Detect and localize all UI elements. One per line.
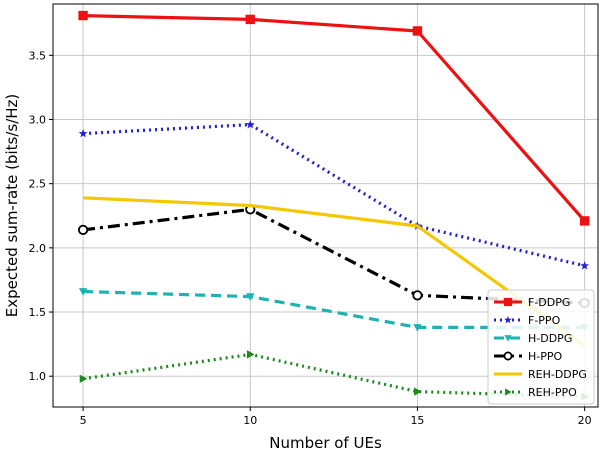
series-reh-ddpg [83,196,586,347]
x-tick-label: 20 [578,414,592,427]
legend-label: REH-DDPG [528,368,587,381]
axis-ticks: 5 10 15 20 1.0 1.5 2.0 2.5 3.0 3.5 [29,49,592,427]
y-tick-label: 3.0 [29,114,47,127]
legend-item: REH-PPO [494,386,577,399]
legend-label: H-PPO [528,350,563,363]
data-point [77,224,89,235]
legend-marker [505,388,512,396]
data-point [412,290,423,301]
legend-item: F-DDPG [494,296,570,309]
data-point [412,26,423,36]
plot-frame [52,3,599,408]
data-point [78,288,88,296]
y-axis-label: Expected sum-rate (bits/s/Hz) [3,94,21,318]
data-point [414,387,422,396]
legend-label: REH-PPO [528,386,577,399]
legend-label: F-PPO [528,314,561,327]
y-tick-label: 2.5 [29,178,47,191]
data-point [579,216,590,226]
y-tick-label: 1.5 [29,306,47,319]
data-point [78,10,88,21]
x-tick-label: 15 [410,414,424,427]
y-tick-label: 3.5 [29,49,47,62]
legend-marker [504,315,512,324]
legend-item: REH-DDPG [494,368,587,381]
data-point [580,261,590,270]
series-line [83,196,586,347]
series-f-ddpg [78,10,590,226]
legend-item: H-DDPG [494,332,572,345]
series-line [83,14,586,222]
legend-item: H-PPO [494,350,563,363]
y-tick-label: 2.0 [29,242,47,255]
data-point [246,293,255,301]
legend-item: F-PPO [494,314,561,327]
data-point [413,324,422,332]
legend-marker [503,297,513,307]
series-line [82,207,585,305]
data-point [78,128,88,138]
series-line [83,122,585,268]
legend: F-DDPG F-PPO H-DDPG H-PPO REH-DDPG REH-PPO [487,289,595,405]
data-point [245,119,255,129]
legend-marker [503,351,513,361]
y-tick-label: 1.0 [29,370,47,383]
legend-label: F-DDPG [528,296,570,309]
series-line [82,352,585,399]
legend-marker [504,335,512,342]
data-point [79,374,88,383]
data-point [246,350,255,359]
x-axis-label: Number of UEs [269,434,382,452]
legend-label: H-DDPG [528,332,572,345]
data-point [245,14,255,25]
x-tick-label: 5 [80,414,87,427]
x-tick-label: 10 [243,414,257,427]
